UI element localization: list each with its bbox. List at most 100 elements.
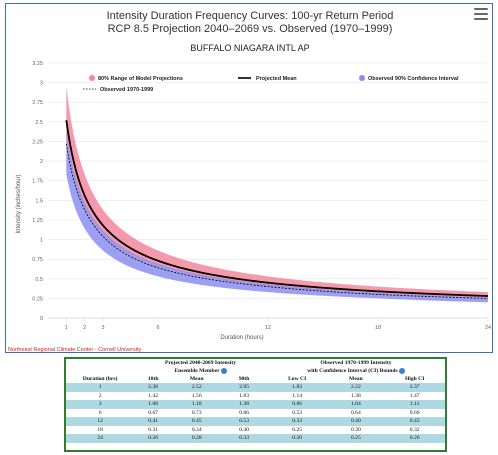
table-cell: 2: [66, 391, 135, 400]
x-tick-label: 18: [375, 325, 381, 331]
table-cell: 1.83: [221, 391, 267, 400]
y-axis-label: Intensity (inches/hour): [16, 174, 22, 233]
table-cell: 0.32: [384, 425, 445, 434]
table-cell: 0.25: [327, 434, 385, 443]
table-cell: 0.28: [172, 434, 222, 443]
table-cell: 2.52: [172, 383, 222, 392]
table-cell: 1.14: [266, 391, 328, 400]
table-cell: 6: [66, 408, 135, 417]
table-cell: 1: [66, 383, 135, 392]
table-group-projected: Projected 2040-2069 Intensity: [165, 360, 237, 366]
y-tick-label: 0: [40, 316, 43, 322]
table-cell: 0.64: [327, 408, 385, 417]
legend-item-projected-mean[interactable]: Projected Mean: [256, 76, 297, 82]
y-tick-label: 1.25: [32, 218, 43, 224]
y-tick-label: 3: [40, 81, 43, 87]
table-cell: 2.22: [327, 383, 385, 392]
chart-container: Intensity Duration Frequency Curves: 100…: [5, 3, 493, 353]
table-cell: 1.04: [327, 400, 385, 409]
table-subgroup-observed: with Confidence Interval (CI) Bounds: [267, 367, 445, 375]
idf-chart: Intensity Duration Frequency Curves: 100…: [8, 10, 491, 353]
table-cell: 1.08: [134, 400, 173, 409]
y-tick-label: 2.75: [32, 100, 43, 106]
legend-band-observed-swatch[interactable]: [359, 75, 365, 81]
table-row: 3 1.08 1.18 1.38 0.86 1.04 1.11: [66, 400, 445, 409]
info-icon[interactable]: [398, 367, 405, 374]
table-cell: 2.37: [384, 383, 445, 392]
table-row: 24 0.26 0.28 0.33 0.20 0.25 0.26: [66, 434, 445, 443]
table-cell: 0.53: [221, 417, 267, 426]
table-cell: 1.42: [134, 391, 173, 400]
table-cell: 0.67: [134, 408, 173, 417]
table-cell: 0.20: [266, 434, 328, 443]
hamburger-icon-bar: [474, 13, 488, 15]
x-tick-label: 3: [101, 325, 104, 331]
table-cell: 0.41: [134, 417, 173, 426]
table-cell: 1.56: [172, 391, 222, 400]
band-observed-confidence-interval: [66, 132, 488, 303]
y-tick-label: 2.25: [32, 139, 43, 145]
table-cell: 1.83: [266, 383, 328, 392]
table-column-header: 10th: [147, 376, 159, 382]
table-cell: 1.38: [327, 391, 385, 400]
legend-item-observed[interactable]: Observed 1970-1999: [100, 87, 153, 93]
chart-subtitle: BUFFALO NIAGARA INTL AP: [190, 43, 309, 53]
x-tick-label: 24: [485, 325, 491, 331]
chart-menu-button[interactable]: [474, 8, 488, 20]
y-tick-label: 2: [40, 159, 43, 165]
table-row: 2 1.42 1.56 1.83 1.14 1.38 1.47: [66, 391, 445, 400]
y-tick-label: 2.5: [35, 120, 43, 126]
table-cell: 1.18: [172, 400, 222, 409]
y-tick-label: 1: [40, 238, 43, 244]
credit-text[interactable]: Northeast Regional Climate Center - Corn…: [8, 347, 142, 353]
table-cell: 2.95: [221, 383, 267, 392]
table-cell: 0.43: [384, 417, 445, 426]
x-axis-label: Duration (hours): [220, 335, 263, 341]
y-tick-label: 0.5: [35, 277, 43, 283]
table-column-header: Mean: [189, 376, 204, 382]
y-tick-label: 0.75: [32, 257, 43, 263]
table-row: 12 0.41 0.45 0.53 0.33 0.40 0.43: [66, 417, 445, 426]
table-column-header: Low CI: [288, 376, 307, 382]
table-cell: 18: [66, 425, 135, 434]
table-cell: 0.53: [266, 408, 328, 417]
y-tick-label: 1.75: [32, 179, 43, 185]
table-cell: 24: [66, 434, 135, 443]
info-icon[interactable]: [220, 367, 227, 374]
table-cell: 0.45: [172, 417, 222, 426]
table-group-observed: Observed 1970-1999 Intensity: [320, 360, 392, 366]
table-column-header: Duration (hrs): [82, 376, 118, 382]
chart-title-line1: Intensity Duration Frequency Curves: 100…: [107, 10, 394, 22]
y-tick-label: 0.25: [32, 296, 43, 302]
table-cell: 3: [66, 400, 135, 409]
table-cell: 0.25: [266, 425, 328, 434]
chart-title-line2: RCP 8.5 Projection 2040–2069 vs. Observe…: [108, 23, 393, 35]
table-cell: 0.86: [221, 408, 267, 417]
legend-band-projection-swatch[interactable]: [89, 75, 95, 81]
table-cell: 0.34: [172, 425, 222, 434]
hamburger-icon-bar: [474, 18, 488, 20]
table-subgroup-observed-label: with Confidence Interval (CI) Bounds: [307, 368, 398, 374]
table-cell: 0.40: [327, 417, 385, 426]
hamburger-icon-bar: [474, 8, 488, 10]
table-subgroup-projected: Ensemble Member: [134, 367, 267, 375]
line-projected-mean: [65, 120, 489, 297]
x-tick-labels: 1 2 3 6 12 18 24: [65, 318, 491, 331]
legend-item-projection-range[interactable]: 80% Range of Model Projections: [98, 76, 183, 82]
table-row: 1 2.30 2.52 2.95 1.83 2.22 2.37: [66, 383, 445, 392]
x-tick-label: 12: [265, 325, 271, 331]
bands: [66, 86, 488, 303]
table-cell: 1.38: [221, 400, 267, 409]
table-cell: 0.26: [134, 434, 173, 443]
legend: 80% Range of Model Projections Projected…: [83, 75, 459, 93]
x-tick-label: 1: [65, 325, 68, 331]
table-cell: 0.40: [221, 425, 267, 434]
table-row: 6 0.67 0.73 0.86 0.53 0.64 0.69: [66, 408, 445, 417]
table-cell: 0.86: [266, 400, 328, 409]
table-cell: 0.33: [266, 417, 328, 426]
table-cell: 0.33: [221, 434, 267, 443]
idf-data-table: Projected 2040-2069 Intensity Observed 1…: [64, 357, 447, 452]
line-observed-1970-1999: [65, 143, 489, 299]
table-row: 18 0.31 0.34 0.40 0.25 0.30 0.32: [66, 425, 445, 434]
legend-item-observed-ci[interactable]: Observed 90% Confidence Interval: [368, 76, 459, 82]
